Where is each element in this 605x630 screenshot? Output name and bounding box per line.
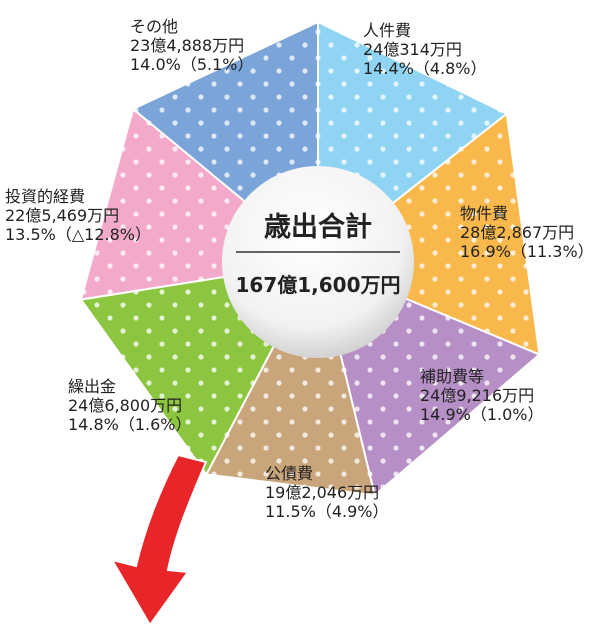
center-total: 167億1,600万円 bbox=[235, 273, 400, 297]
slice-label: 投資的経費 bbox=[5, 187, 85, 206]
percent-line: 14.8%（1.6%） bbox=[68, 415, 191, 434]
arrow bbox=[112, 455, 206, 625]
percent-line: 13.5%（△12.8%） bbox=[5, 225, 151, 244]
change-label: （4.8%） bbox=[414, 59, 487, 78]
change-label: （1.6%） bbox=[119, 415, 192, 434]
value-label: 13.5% bbox=[5, 225, 56, 244]
amount-label: 24億9,216万円 bbox=[420, 386, 534, 405]
percent-line: 14.9%（1.0%） bbox=[420, 405, 543, 424]
change-label: （1.0%） bbox=[471, 405, 544, 424]
amount-label: 22億5,469万円 bbox=[5, 206, 119, 225]
amount-label: 23億4,888万円 bbox=[130, 36, 244, 55]
amount-label: 24億6,800万円 bbox=[68, 396, 182, 415]
change-label: （4.9%） bbox=[316, 502, 389, 521]
center-disc bbox=[222, 166, 414, 358]
value-label: 14.9% bbox=[420, 405, 471, 424]
amount-label: 28億2,867万円 bbox=[460, 223, 574, 242]
value-label: 14.4% bbox=[363, 59, 414, 78]
value-label: 16.9% bbox=[460, 242, 511, 261]
chart: 歳出合計 167億1,600万円 人件費24億314万円14.4%（4.8%） 物… bbox=[0, 0, 605, 630]
slice-label: 人件費 bbox=[363, 21, 411, 40]
amount-label: 24億314万円 bbox=[363, 40, 462, 59]
percent-line: 14.4%（4.8%） bbox=[363, 59, 486, 78]
value-label: 14.0% bbox=[130, 55, 181, 74]
percent-line: 11.5%（4.9%） bbox=[265, 502, 388, 521]
value-label: 11.5% bbox=[265, 502, 316, 521]
change-label: （11.3%） bbox=[511, 242, 594, 261]
page: {"chart_data": {"type": "pie", "title": … bbox=[0, 0, 605, 630]
slice-label: 補助費等 bbox=[420, 367, 484, 386]
value-label: 14.8% bbox=[68, 415, 119, 434]
change-label: （5.1%） bbox=[181, 55, 254, 74]
amount-label: 19億2,046万円 bbox=[265, 483, 379, 502]
slice-label: 繰出金 bbox=[68, 377, 116, 396]
slice-label: 物件費 bbox=[460, 204, 508, 223]
percent-line: 14.0%（5.1%） bbox=[130, 55, 253, 74]
percent-line: 16.9%（11.3%） bbox=[460, 242, 594, 261]
slice-label: その他 bbox=[130, 17, 178, 36]
slice-label: 公債費 bbox=[265, 464, 313, 483]
center-title: 歳出合計 bbox=[264, 211, 372, 243]
change-label: （△12.8%） bbox=[56, 225, 151, 244]
